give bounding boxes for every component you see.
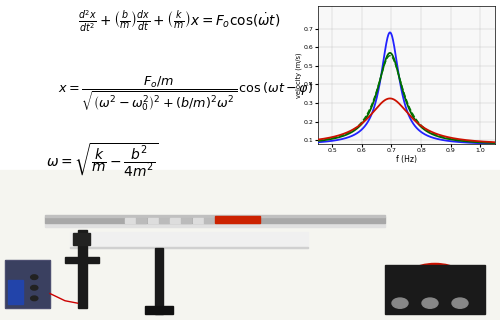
Circle shape bbox=[398, 263, 471, 310]
Bar bbox=[125, 219, 135, 223]
Bar bbox=[5, 260, 50, 308]
X-axis label: f (Hz): f (Hz) bbox=[396, 155, 417, 164]
Bar bbox=[45, 217, 385, 222]
Y-axis label: velocity (m/s): velocity (m/s) bbox=[296, 52, 302, 98]
Text: $x = \dfrac{F_o/m}{\sqrt{\left(\omega^2-\omega_0^2\right)^2+(b/m)^2\omega^2}}\,\: $x = \dfrac{F_o/m}{\sqrt{\left(\omega^2-… bbox=[58, 74, 314, 113]
Bar bbox=[78, 230, 86, 308]
Text: $\omega = \sqrt{\dfrac{k}{m} - \dfrac{b^2}{4m^2}}$: $\omega = \sqrt{\dfrac{k}{m} - \dfrac{b^… bbox=[46, 141, 158, 178]
Bar bbox=[159, 219, 169, 223]
Bar bbox=[170, 219, 180, 223]
Circle shape bbox=[30, 275, 38, 279]
Bar bbox=[72, 233, 90, 245]
Circle shape bbox=[30, 285, 38, 290]
Bar bbox=[70, 247, 308, 248]
Bar bbox=[0, 0, 500, 170]
Bar bbox=[192, 219, 202, 223]
Circle shape bbox=[392, 298, 408, 308]
Bar bbox=[385, 265, 485, 314]
Circle shape bbox=[419, 276, 432, 284]
Bar bbox=[0, 170, 500, 320]
Bar bbox=[155, 248, 162, 314]
Circle shape bbox=[422, 298, 438, 308]
Bar bbox=[148, 219, 158, 223]
Text: $\frac{d^2x}{dt^2} + \left(\frac{b}{m}\right)\frac{dx}{dt} + \left(\frac{k}{m}\r: $\frac{d^2x}{dt^2} + \left(\frac{b}{m}\r… bbox=[78, 9, 280, 35]
Bar bbox=[145, 307, 172, 314]
Bar bbox=[65, 257, 99, 263]
Bar bbox=[204, 219, 214, 223]
Circle shape bbox=[30, 296, 38, 301]
Circle shape bbox=[452, 298, 468, 308]
Bar bbox=[181, 219, 192, 223]
Bar bbox=[45, 215, 385, 217]
Bar bbox=[70, 232, 308, 248]
Bar bbox=[136, 219, 146, 223]
Bar bbox=[5, 260, 50, 308]
Bar bbox=[45, 222, 385, 227]
Bar bbox=[8, 280, 23, 304]
Bar bbox=[215, 216, 260, 223]
